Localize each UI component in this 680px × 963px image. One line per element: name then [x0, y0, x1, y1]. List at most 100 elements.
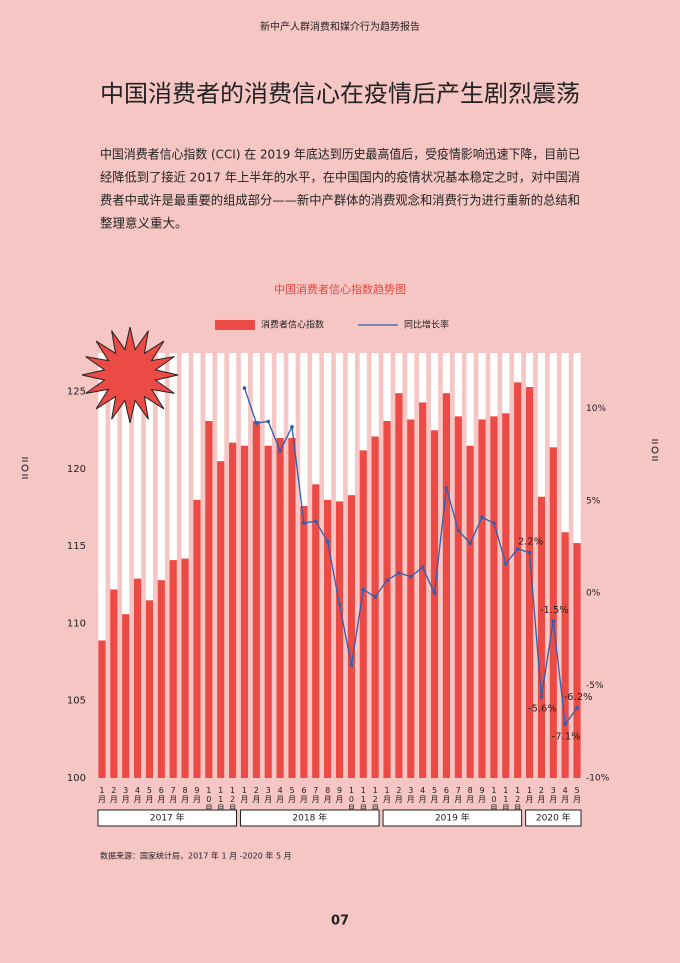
bar	[454, 416, 462, 778]
point	[444, 486, 449, 490]
point	[278, 449, 282, 453]
bar	[549, 447, 557, 778]
point	[361, 587, 366, 592]
point	[254, 421, 259, 426]
bar	[312, 484, 320, 778]
bar	[300, 506, 308, 778]
bar	[133, 578, 142, 778]
y2-tick-label: -10%	[586, 774, 610, 784]
value-label: -5.6%	[528, 704, 557, 715]
legend-label: 消费者信心指数	[261, 319, 324, 331]
x-tick-label: 12月	[228, 786, 237, 813]
x-tick-label: 3月	[121, 786, 130, 804]
point	[242, 386, 247, 390]
paragraph-line: 费者中或许是最重要的组成部分——新中产群体的消费观念和消费行为进行重新的总结和	[100, 193, 580, 208]
legend-swatch	[215, 320, 255, 330]
x-tick-label: 4月	[276, 786, 285, 804]
x-tick-label: 3月	[264, 786, 273, 804]
x-tick-label: 3月	[406, 786, 415, 804]
x-tick-label: 2月	[394, 786, 403, 804]
year-box	[240, 809, 380, 827]
bar	[573, 543, 581, 778]
point	[420, 565, 425, 570]
page-number: 07	[331, 914, 349, 929]
column-background	[145, 353, 154, 778]
x-tick-label: 10月	[347, 786, 356, 813]
bar	[193, 499, 201, 778]
x-tick-label: 6月	[442, 786, 451, 804]
bar	[169, 560, 177, 778]
bar	[383, 421, 391, 778]
point	[456, 528, 461, 533]
bar	[205, 421, 213, 778]
point	[539, 694, 544, 699]
bar	[324, 499, 332, 778]
bar	[98, 640, 106, 778]
bar	[490, 416, 498, 778]
bar	[430, 430, 439, 778]
x-tick-label: 2月	[109, 786, 118, 804]
legend-label: 同比增长率	[404, 319, 449, 331]
x-tick-label: 7月	[454, 786, 463, 804]
x-tick-label: 3月	[549, 786, 558, 804]
point	[385, 578, 389, 583]
point	[563, 722, 567, 727]
x-tick-label: 11月	[359, 786, 368, 813]
year-box	[382, 809, 523, 827]
y-tick-label: 125	[67, 387, 86, 398]
bar	[442, 393, 451, 778]
bar	[525, 387, 534, 778]
point	[397, 571, 401, 575]
x-tick-label: 7月	[311, 786, 320, 804]
x-tick-label: 11月	[216, 786, 225, 813]
point	[266, 419, 271, 424]
bar	[537, 496, 546, 778]
paragraph-line: 整理意义重大。	[100, 216, 188, 231]
y-tick-label: 110	[67, 618, 86, 629]
bar	[561, 532, 569, 778]
bar	[359, 450, 367, 778]
point	[349, 663, 354, 668]
bar	[466, 445, 474, 778]
x-tick-label: 9月	[192, 786, 201, 804]
x-tick-label: 8月	[181, 786, 190, 804]
x-tick-label: 10月	[489, 786, 498, 813]
point	[313, 519, 318, 523]
year-label: 2018 年	[292, 812, 327, 824]
x-tick-label: 5月	[430, 786, 439, 804]
column-background	[122, 353, 130, 778]
value-label: -6.2%	[564, 692, 593, 703]
year-label: 2017 年	[150, 812, 185, 824]
x-tick-label: 6月	[157, 786, 166, 804]
x-tick-label: 10月	[204, 786, 213, 813]
x-tick-label: 5月	[287, 786, 296, 804]
bar	[276, 438, 284, 778]
x-tick-label: 7月	[169, 786, 178, 804]
column-background	[110, 353, 118, 778]
starburst	[81, 326, 179, 424]
chart-title: 中国消费者信心指数趋势图	[274, 282, 406, 296]
point	[492, 521, 496, 525]
point	[480, 515, 484, 520]
y-tick-label: 105	[67, 696, 86, 707]
bar	[217, 461, 225, 778]
bar	[419, 402, 427, 778]
x-tick-label: 9月	[478, 786, 487, 804]
value-label: -1.5%	[540, 605, 569, 616]
y2-tick-label: -5%	[586, 681, 604, 691]
point	[527, 550, 532, 555]
year-label: 2020 年	[536, 812, 571, 824]
bar	[264, 445, 272, 778]
x-tick-label: 11月	[501, 786, 510, 813]
bar	[110, 589, 118, 778]
bar	[157, 580, 165, 778]
bar	[252, 421, 260, 778]
bar	[371, 436, 379, 778]
bar	[122, 614, 130, 778]
x-tick-label: 9月	[335, 786, 344, 804]
y-tick-label: 100	[67, 773, 86, 784]
x-tick-label: 2月	[252, 786, 261, 804]
y-tick-label: 120	[67, 464, 86, 475]
point	[302, 521, 306, 525]
